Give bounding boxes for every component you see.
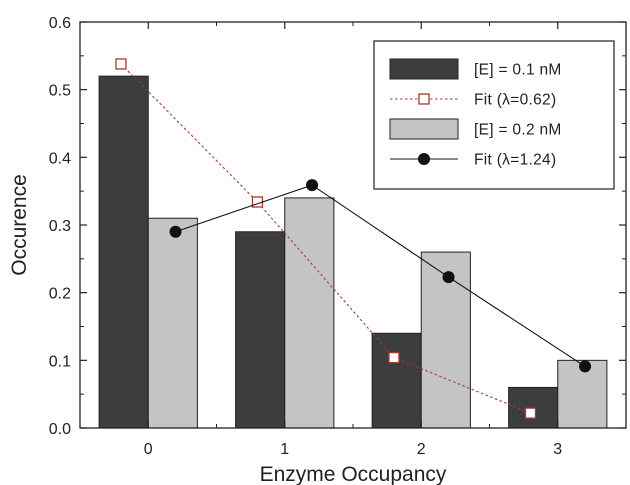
fit-marker-filled-circle xyxy=(579,360,592,373)
y-axis: 0.0 0.1 0.2 0.3 0.4 0.5 0.6 xyxy=(49,15,626,438)
fit-marker-open-square xyxy=(524,407,537,419)
legend-swatch-bar xyxy=(389,58,459,80)
y-axis-title: Occurence xyxy=(8,174,31,276)
y-tick-label: 0.1 xyxy=(49,353,71,370)
x-tick-label: 2 xyxy=(417,441,426,458)
y-tick-label: 0.0 xyxy=(49,421,71,438)
x-axis-title: Enzyme Occupancy xyxy=(260,463,447,485)
bar-series-1 xyxy=(235,231,286,429)
legend-marker-open-square xyxy=(418,93,430,105)
fit-marker-open-square xyxy=(115,58,127,70)
x-tick-label: 1 xyxy=(280,441,289,458)
x-axis: 0 1 2 3 xyxy=(144,22,562,458)
bar-series-2 xyxy=(284,197,335,429)
legend-label: Fit (λ=1.24) xyxy=(474,152,556,169)
y-tick-label: 0.4 xyxy=(49,150,71,167)
x-tick-label: 0 xyxy=(144,441,153,458)
fit-marker-filled-circle xyxy=(306,179,319,192)
legend-marker-filled-circle xyxy=(418,153,430,165)
bar-series-1 xyxy=(371,332,422,429)
bar-series-2 xyxy=(147,217,198,429)
fit-marker-filled-circle xyxy=(442,271,455,284)
legend-label: [E] = 0.1 nM xyxy=(474,62,562,79)
legend-label: [E] = 0.2 nM xyxy=(474,122,562,139)
fit-marker-open-square xyxy=(388,351,400,364)
fit-lines-layer xyxy=(115,58,592,419)
legend: [E] = 0.1 nM Fit (λ=0.62) [E] = 0.2 nM Fit … xyxy=(373,40,615,190)
bar-series-1 xyxy=(98,75,149,429)
y-tick-label: 0.2 xyxy=(49,286,71,303)
bars-layer xyxy=(98,75,608,429)
y-tick-label: 0.3 xyxy=(49,218,71,235)
x-tick-label: 3 xyxy=(553,441,562,458)
legend-swatch-bar xyxy=(389,118,459,140)
fit-line-1 xyxy=(120,63,531,414)
fit-line-2 xyxy=(175,184,586,367)
y-tick-label: 0.5 xyxy=(49,83,71,100)
y-tick-label: 0.6 xyxy=(49,15,71,32)
legend-label: Fit (λ=0.62) xyxy=(474,92,556,109)
fit-marker-filled-circle xyxy=(169,225,182,238)
